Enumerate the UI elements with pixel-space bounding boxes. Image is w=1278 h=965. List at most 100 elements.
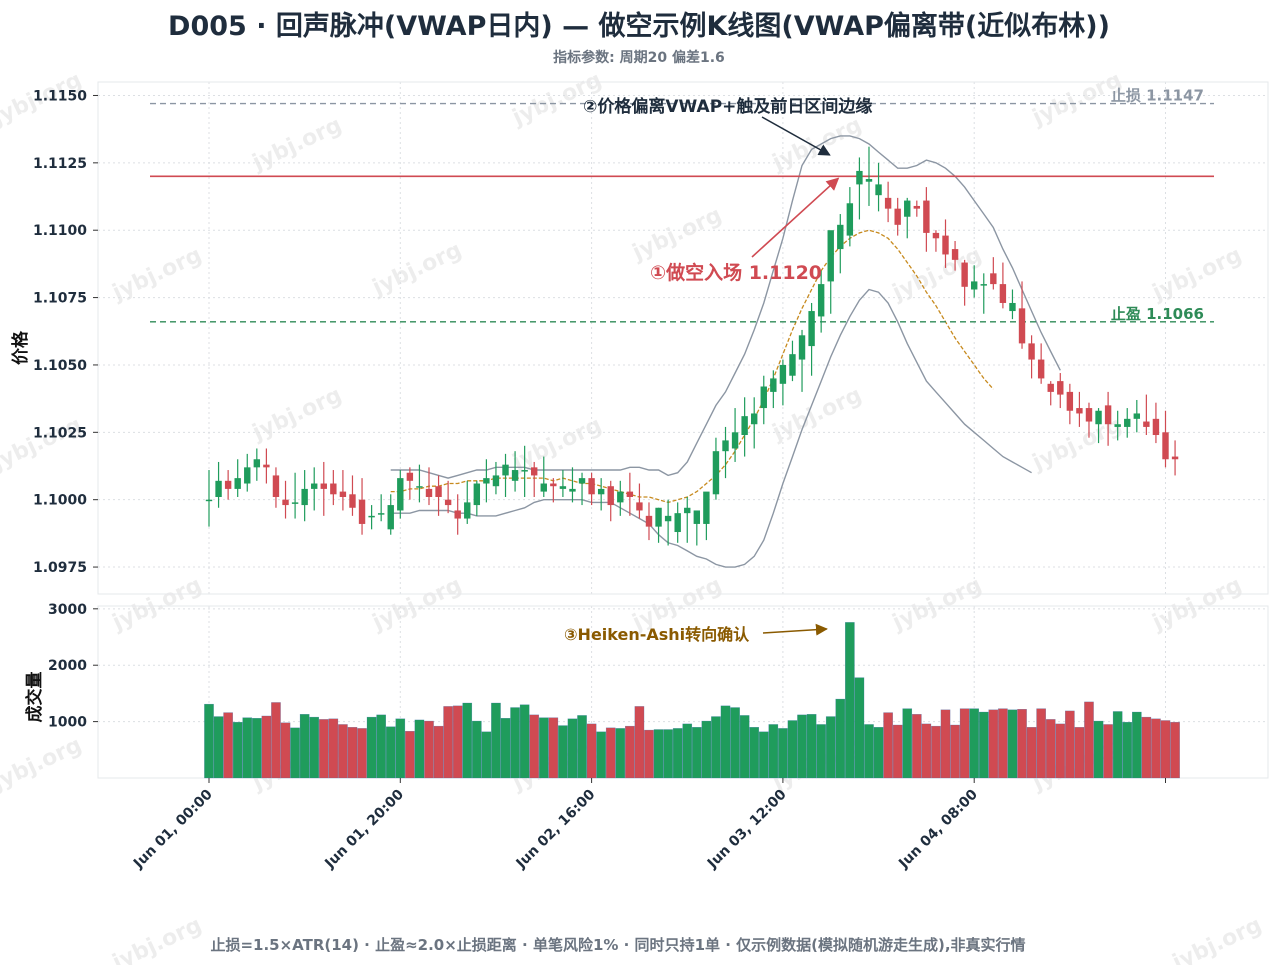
watermark-text: jybj.org [248,113,346,176]
upper-band-line [390,135,1061,479]
volume-bar [778,728,788,779]
volume-bar [711,716,721,779]
volume-bar [271,702,281,779]
candle-body [511,470,519,481]
volume-bar [1151,718,1161,779]
deviation-annotation-arrow [761,116,831,156]
volume-bar [232,721,243,779]
candle-body [320,483,327,489]
band-layer [390,135,1061,568]
volume-bar [577,715,587,779]
candle-body [1171,456,1179,460]
candle-body [1162,432,1169,460]
entry-annotation-arrow [751,177,840,258]
volume-bar [1132,711,1142,779]
volume-bar [758,731,769,779]
volume-bar [347,727,358,779]
volume-bar [701,720,712,779]
volume-bar [605,727,616,779]
watermark-text: jybj.org [108,573,206,636]
chart-subtitle: 指标参数: 周期20 偏差1.6 [553,50,725,66]
candle-body [464,502,471,519]
volume-bar [634,706,645,779]
level-lines-layer: 止损 1.1147 止盈 1.1066 [150,87,1214,323]
volume-bar [653,729,664,779]
chart-footer-note: 止损=1.5×ATR(14) · 止盈≈2.0×止损距离 · 单笔风险1% · … [210,936,1026,954]
volume-bar [873,727,884,779]
watermark-text: jybj.org [628,203,726,266]
candle-body [291,502,299,504]
candle-body [473,483,481,506]
candle-body [1057,381,1064,395]
volume-bar [318,719,329,779]
volume-bar [1017,709,1027,779]
volume-bar [1074,727,1085,779]
volume-bar [625,725,635,779]
candle-body [798,335,806,360]
volume-bar [1036,708,1046,779]
candle-body [1018,308,1026,344]
time-tick-label: Jun 04, 08:00 [895,786,981,872]
candle-body [990,273,997,285]
candle-body [741,416,748,436]
volume-bar [357,728,367,779]
candle-body [846,203,854,236]
volume-bar [682,723,693,779]
price-tick-label: 1.1075 [33,291,87,307]
volume-bar [548,717,559,779]
watermark-text: jybj.org [508,413,606,476]
candle-body [311,483,318,489]
volume-bar [739,715,750,779]
volume-bar [452,705,463,779]
candle-body [942,235,949,255]
candle-body [1076,408,1083,414]
candle-body [607,486,614,506]
price-tick-label: 1.1125 [33,156,87,172]
candle-body [1152,418,1160,436]
watermark-text: jybj.org [368,238,466,301]
volume-bar [825,716,836,779]
volume-bar [1084,701,1094,779]
candle-body [789,354,796,376]
candle-body [751,413,758,425]
volume-bar [816,724,826,779]
candle-body [282,499,289,506]
candle-body [712,451,720,495]
price-tick-label: 1.1150 [33,88,87,104]
volume-bar [663,729,673,779]
candle-body [454,510,461,519]
candle-body [597,488,605,495]
candle-body [674,513,681,533]
volume-bar [596,731,606,779]
volume-bar [299,714,310,779]
candle-body [904,200,911,217]
volume-layer [204,622,1180,779]
candle-body [253,459,261,468]
volume-bar [988,709,999,779]
volume-bar [1065,710,1075,779]
time-tick-label: Jun 02, 16:00 [513,786,599,872]
volume-bar [510,707,520,779]
candle-body [664,515,672,522]
volume-bar [730,707,740,779]
candle-body [531,467,538,476]
candle-body [779,364,787,384]
candle-body [693,510,701,524]
candle-body [1037,359,1045,379]
candle-body [856,170,863,185]
volume-bar [385,726,396,779]
candle-body [301,488,308,506]
candle-body [626,491,634,497]
volume-bar [940,709,951,779]
price-tick-label: 1.1050 [33,358,87,374]
candle-body [1085,408,1093,422]
volume-bar [481,731,492,779]
candle-body [703,491,710,524]
heiken-annotation-arrow [762,623,828,636]
candle-body [550,483,557,487]
volume-bar [931,725,941,779]
grid-layer [98,82,1268,778]
candle-body [339,491,347,497]
price-tick-label: 1.1000 [33,493,87,509]
candle-body [884,197,892,209]
